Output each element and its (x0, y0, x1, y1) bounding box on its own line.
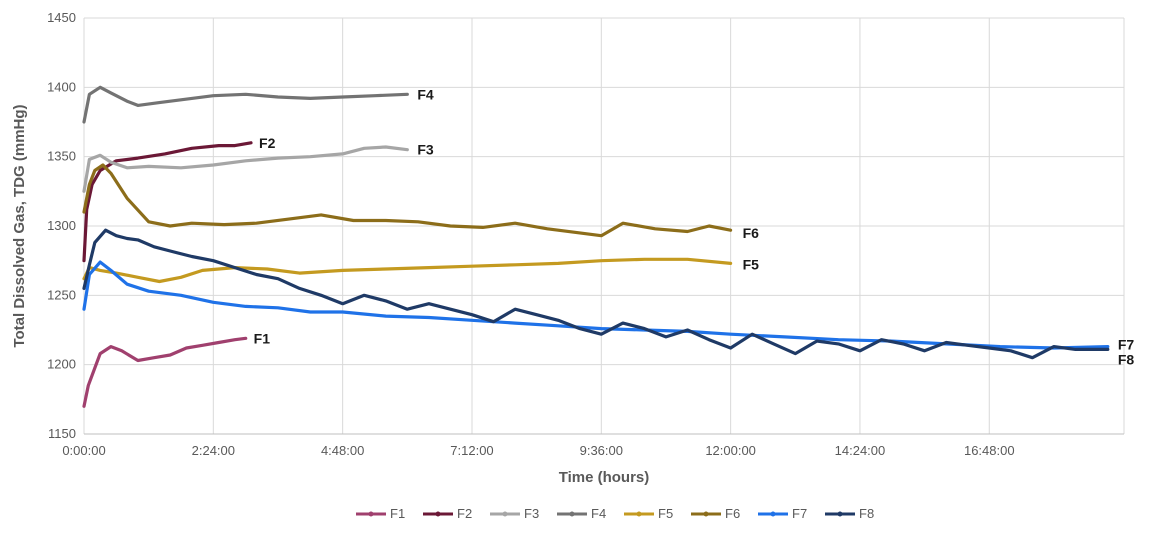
y-tick-label: 1200 (47, 357, 76, 372)
legend-marker (569, 511, 575, 517)
legend-marker (770, 511, 776, 517)
y-axis-title: Total Dissolved Gas, TDG (mmHg) (11, 104, 28, 347)
legend-item-f4: F4 (557, 506, 606, 521)
legend-item-f2: F2 (423, 506, 472, 521)
x-tick-label: 14:24:00 (835, 443, 886, 458)
legend-item-f1: F1 (356, 506, 405, 521)
series-end-label-f8: F8 (1118, 351, 1135, 367)
series-end-label-f4: F4 (417, 86, 434, 102)
series-end-label-f5: F5 (743, 256, 760, 272)
legend-label: F4 (591, 506, 606, 521)
legend: F1 F2 F3 F4 F5 F6 F7 F8 (356, 506, 874, 521)
y-tick-label: 1300 (47, 218, 76, 233)
series-line-f6 (82, 163, 733, 238)
y-tick-label: 1350 (47, 149, 76, 164)
series-line-f8 (82, 228, 1110, 360)
series-lines (82, 85, 1110, 408)
y-tick-label: 1250 (47, 287, 76, 302)
legend-item-f8: F8 (825, 506, 874, 521)
legend-marker (636, 511, 642, 517)
series-end-label-f6: F6 (743, 225, 760, 241)
series-end-label-f7: F7 (1118, 337, 1135, 353)
y-tick-label: 1150 (48, 426, 76, 441)
legend-marker (703, 511, 709, 517)
legend-marker (502, 511, 508, 517)
legend-label: F5 (658, 506, 673, 521)
series-end-label-f3: F3 (417, 142, 434, 158)
legend-label: F1 (390, 506, 405, 521)
legend-marker (837, 511, 843, 517)
axes: 1150 1200 1250 1300 1350 1400 1450 0:00:00 2:24:… (47, 10, 1124, 458)
x-axis-title: Time (hours) (559, 469, 650, 486)
legend-item-f6: F6 (691, 506, 740, 521)
y-tick-label: 1400 (47, 79, 76, 94)
x-tick-label: 9:36:00 (580, 443, 623, 458)
x-tick-label: 16:48:00 (964, 443, 1015, 458)
legend-item-f3: F3 (490, 506, 539, 521)
x-tick-label: 12:00:00 (705, 443, 756, 458)
gridlines (83, 17, 1125, 435)
series-line-f7 (82, 260, 1110, 350)
legend-label: F7 (792, 506, 807, 521)
legend-marker (435, 511, 441, 517)
x-tick-label: 2:24:00 (192, 443, 235, 458)
series-end-label-f1: F1 (254, 330, 271, 346)
legend-label: F8 (859, 506, 874, 521)
legend-label: F6 (725, 506, 740, 521)
series-end-label-f2: F2 (259, 135, 276, 151)
series-line-f3 (82, 145, 409, 193)
series-line-f4 (82, 85, 409, 124)
x-tick-label: 0:00:00 (62, 443, 105, 458)
legend-label: F3 (524, 506, 539, 521)
legend-label: F2 (457, 506, 472, 521)
legend-item-f7: F7 (758, 506, 807, 521)
y-tick-label: 1450 (47, 10, 76, 25)
series-line-f1 (82, 336, 248, 408)
legend-marker (368, 511, 374, 517)
series-line-f2 (82, 141, 253, 263)
series-line-f5 (82, 257, 733, 284)
x-tick-label: 7:12:00 (450, 443, 493, 458)
legend-item-f5: F5 (624, 506, 673, 521)
x-tick-label: 4:48:00 (321, 443, 364, 458)
